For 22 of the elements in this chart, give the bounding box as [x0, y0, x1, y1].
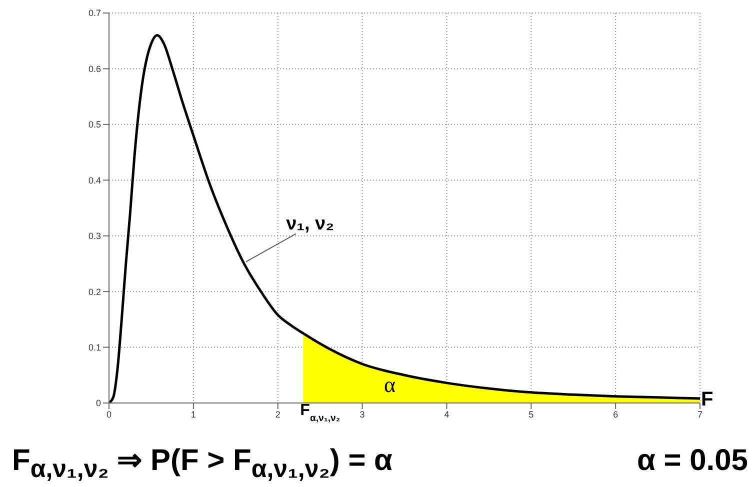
y-tick-label: 0.4 — [88, 175, 101, 186]
y-tick-label: 0.6 — [88, 64, 101, 74]
x-tick-label: 2 — [275, 409, 280, 420]
y-tick-label: 0.2 — [88, 286, 101, 297]
y-tick-label: 0.1 — [88, 342, 101, 352]
x-tick-label: 1 — [190, 409, 196, 420]
y-tick-label: 0.3 — [88, 231, 101, 242]
annotation: α — [384, 372, 396, 398]
annotation: F — [701, 388, 714, 411]
y-tick-label: 0.5 — [88, 120, 101, 130]
x-tick-label: 3 — [360, 409, 365, 420]
y-tick-label: 0 — [96, 398, 101, 408]
annotation: ν₁, ν₂ — [286, 214, 334, 235]
text: F$_{α,ν₁,ν₂}$ ⇒ P(F > F$_{α,ν₁,ν₂}$) = α — [12, 443, 392, 484]
text: α = 0.05 — [636, 444, 748, 478]
x-tick-label: 4 — [444, 409, 450, 420]
x-tick-label: 0 — [106, 409, 112, 420]
y-tick-label: 0.7 — [88, 8, 101, 18]
x-tick-label: 6 — [613, 409, 618, 420]
x-tick-label: 5 — [528, 409, 534, 420]
annotation: F$_{α,ν₁,ν₂}$ — [300, 402, 340, 424]
x-tick-label: 7 — [697, 409, 703, 420]
